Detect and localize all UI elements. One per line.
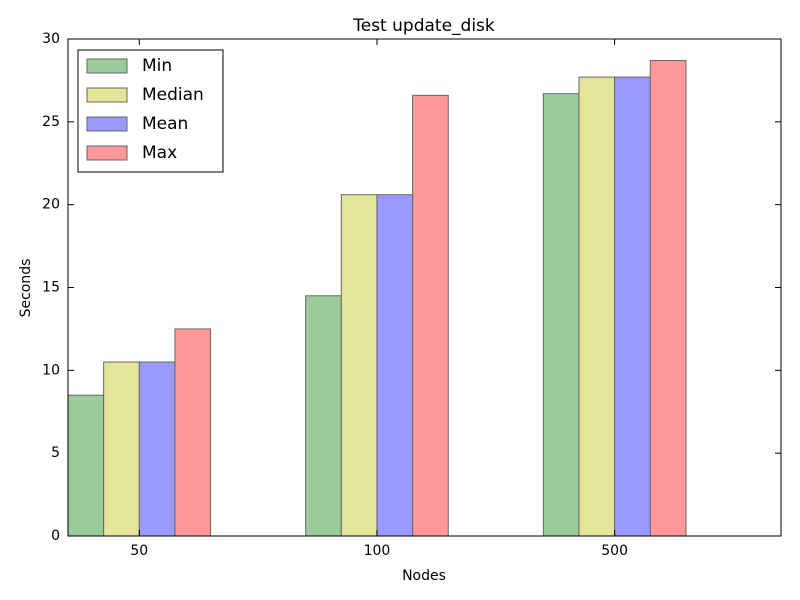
bar bbox=[340, 194, 378, 537]
x-tick-label: 500 bbox=[601, 543, 628, 559]
legend-label: Max bbox=[142, 143, 177, 163]
legend-label: Mean bbox=[142, 114, 188, 134]
y-tick-label: 30 bbox=[42, 31, 60, 47]
y-tick-label: 20 bbox=[42, 197, 60, 213]
bar bbox=[578, 76, 616, 537]
y-tick-label: 10 bbox=[42, 362, 60, 378]
bar bbox=[614, 76, 651, 537]
bar bbox=[542, 93, 580, 537]
legend-swatch bbox=[86, 116, 128, 132]
legend-swatch bbox=[86, 145, 128, 161]
y-tick-label: 0 bbox=[51, 528, 60, 544]
bar bbox=[103, 361, 140, 537]
bar bbox=[305, 295, 342, 537]
bar bbox=[138, 361, 176, 537]
bar bbox=[412, 94, 449, 537]
y-axis-label: Seconds bbox=[18, 259, 34, 318]
chart-title: Test update_disk bbox=[352, 16, 495, 36]
legend-swatch bbox=[86, 87, 128, 103]
plot-frame bbox=[67, 38, 782, 537]
x-tick-label: 50 bbox=[130, 543, 148, 559]
bar bbox=[376, 194, 414, 537]
x-axis-label: Nodes bbox=[402, 568, 446, 584]
legend-label: Min bbox=[142, 56, 172, 76]
y-tick-label: 25 bbox=[42, 114, 60, 130]
bar bbox=[67, 394, 105, 537]
bar bbox=[174, 328, 212, 537]
legend-swatch bbox=[86, 58, 128, 74]
legend-label: Median bbox=[142, 85, 204, 105]
x-tick-label: 100 bbox=[364, 543, 391, 559]
bar bbox=[649, 60, 687, 537]
y-tick-label: 5 bbox=[51, 445, 60, 461]
y-tick-label: 15 bbox=[42, 280, 60, 296]
